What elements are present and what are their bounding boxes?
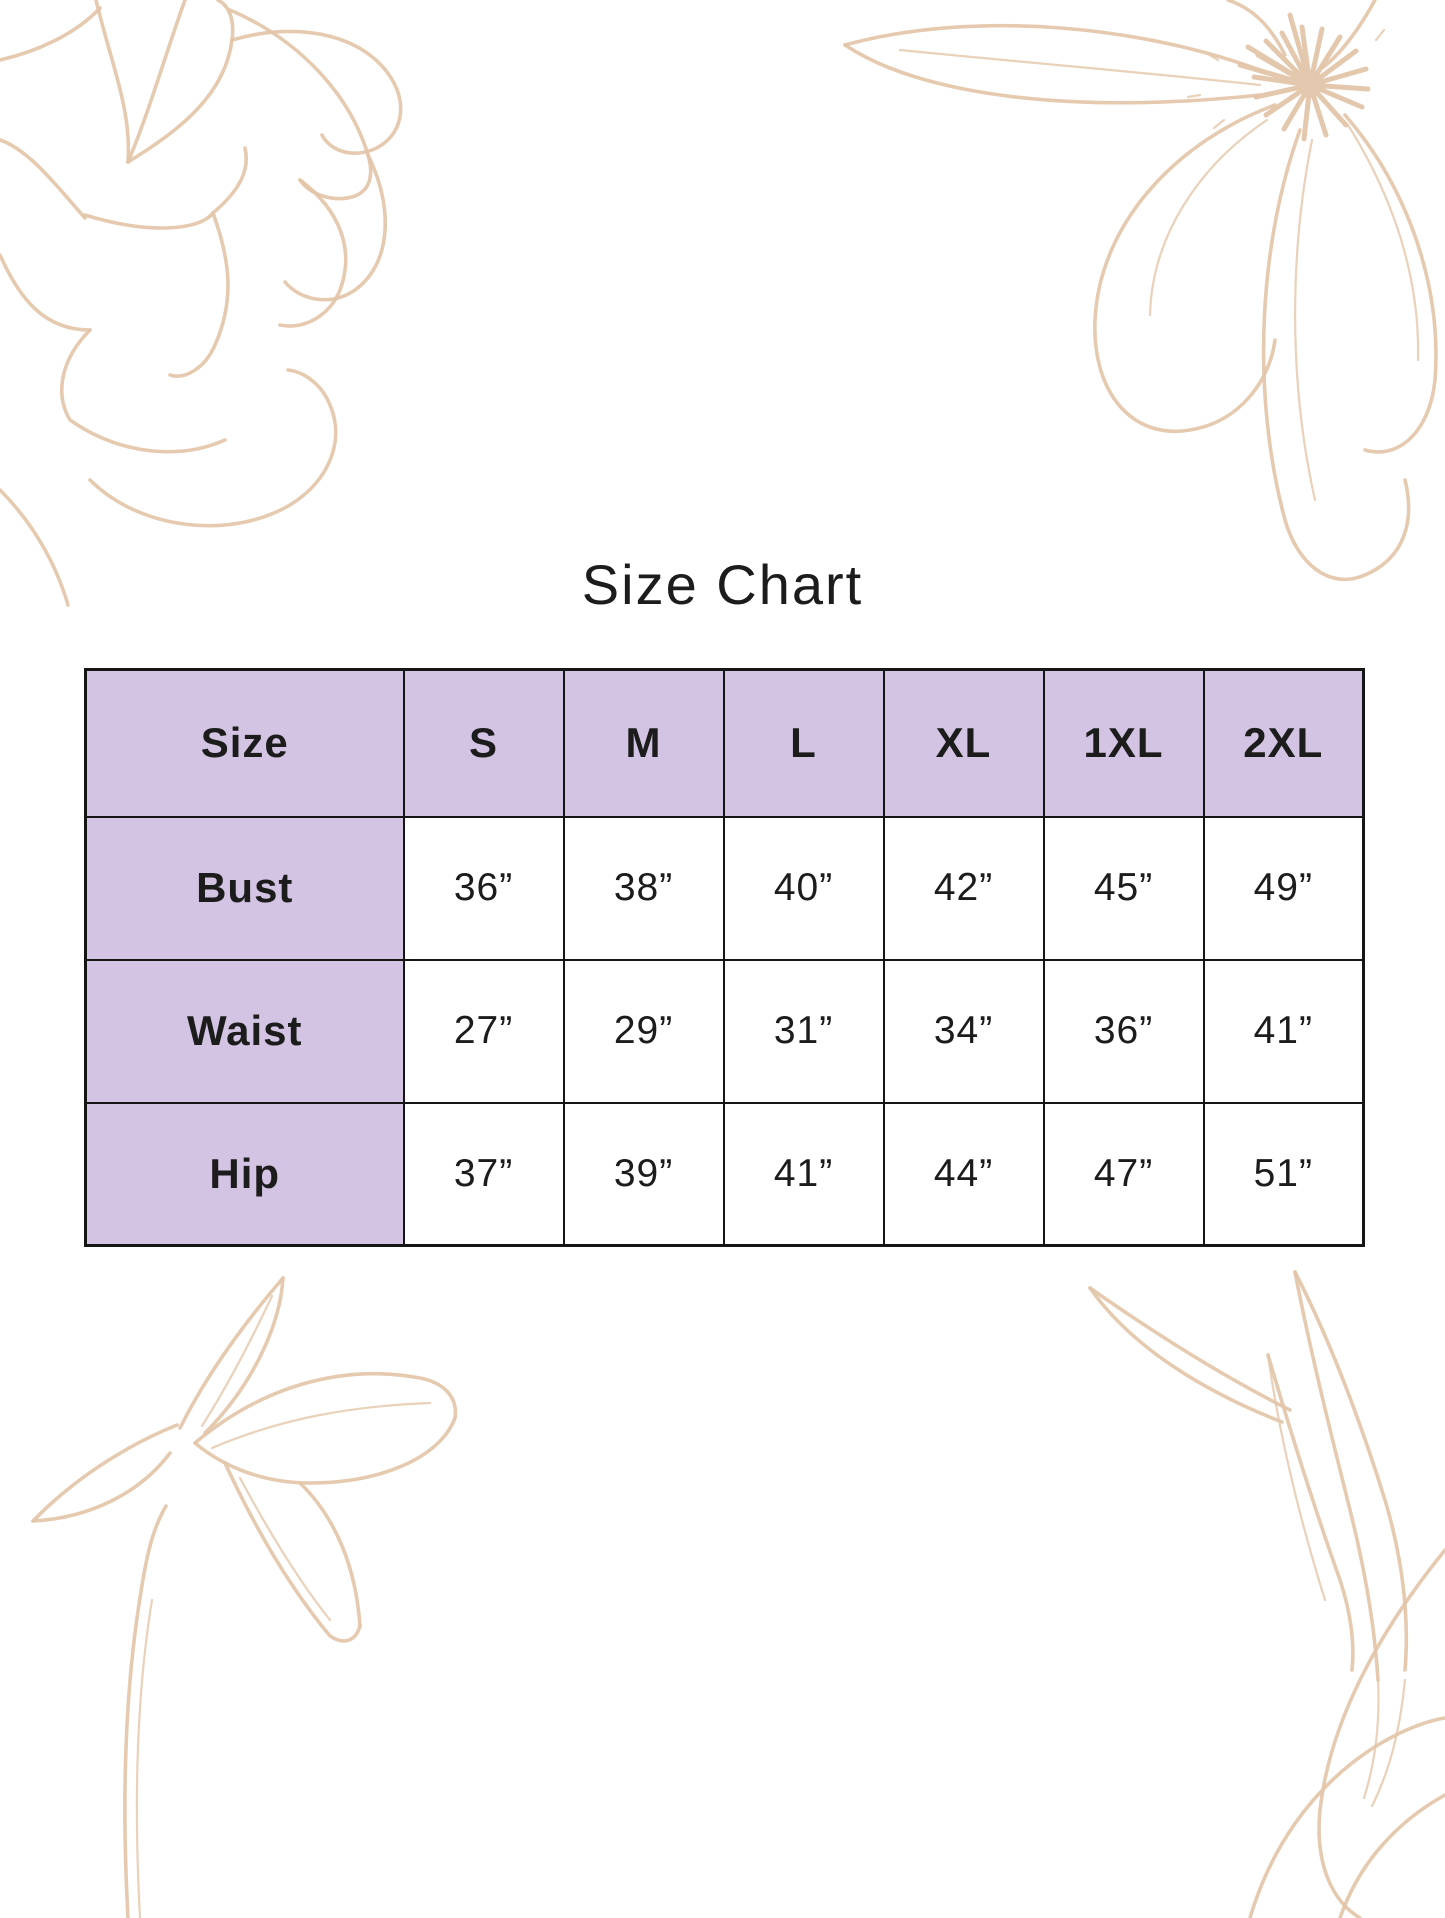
anemone-flower-illustration [843, 0, 1438, 582]
row-label-waist: Waist [84, 958, 405, 1104]
table-row-bust: Bust 36” 38” 40” 42” 45” 49” [84, 815, 1365, 961]
table-cell: 36” [402, 815, 565, 961]
table-cell: 36” [1042, 958, 1205, 1104]
table-cell: 51” [1202, 1101, 1365, 1247]
table-row-hip: Hip 37” 39” 41” 44” 47” 51” [84, 1101, 1365, 1247]
table-cell: 49” [1202, 815, 1365, 961]
size-chart-table: Size S M L XL 1XL 2XL Bust 36” 38” 40” 4… [84, 668, 1365, 1247]
table-cell: 47” [1042, 1101, 1205, 1247]
page-title: Size Chart [581, 553, 864, 616]
table-cell: 38” [562, 815, 725, 961]
table-cell: 34” [882, 958, 1045, 1104]
table-cell: 31” [722, 958, 885, 1104]
header-cell-1xl: 1XL [1042, 668, 1205, 818]
header-cell-size: Size [84, 668, 405, 818]
header-cell-l: L [722, 668, 885, 818]
flower-with-stem-illustration [31, 1276, 458, 1918]
table-cell: 41” [1202, 958, 1365, 1104]
rose-flower-illustration [0, 0, 403, 607]
table-cell: 41” [722, 1101, 885, 1247]
table-cell: 39” [562, 1101, 725, 1247]
table-cell: 40” [722, 815, 885, 961]
table-cell: 29” [562, 958, 725, 1104]
table-cell: 37” [402, 1101, 565, 1247]
table-row-waist: Waist 27” 29” 31” 34” 36” 41” [84, 958, 1365, 1104]
header-row: Size S M L XL 1XL 2XL [84, 668, 1365, 818]
header-cell-m: M [562, 668, 725, 818]
header-cell-xl: XL [882, 668, 1045, 818]
table-cell: 42” [882, 815, 1045, 961]
row-label-hip: Hip [84, 1101, 405, 1247]
row-label-bust: Bust [84, 815, 405, 961]
table-cell: 45” [1042, 815, 1205, 961]
header-cell-s: S [402, 668, 565, 818]
table-cell: 44” [882, 1101, 1045, 1247]
header-cell-2xl: 2XL [1202, 668, 1365, 818]
table-cell: 27” [402, 958, 565, 1104]
long-leaves-illustration [1088, 1270, 1445, 1918]
